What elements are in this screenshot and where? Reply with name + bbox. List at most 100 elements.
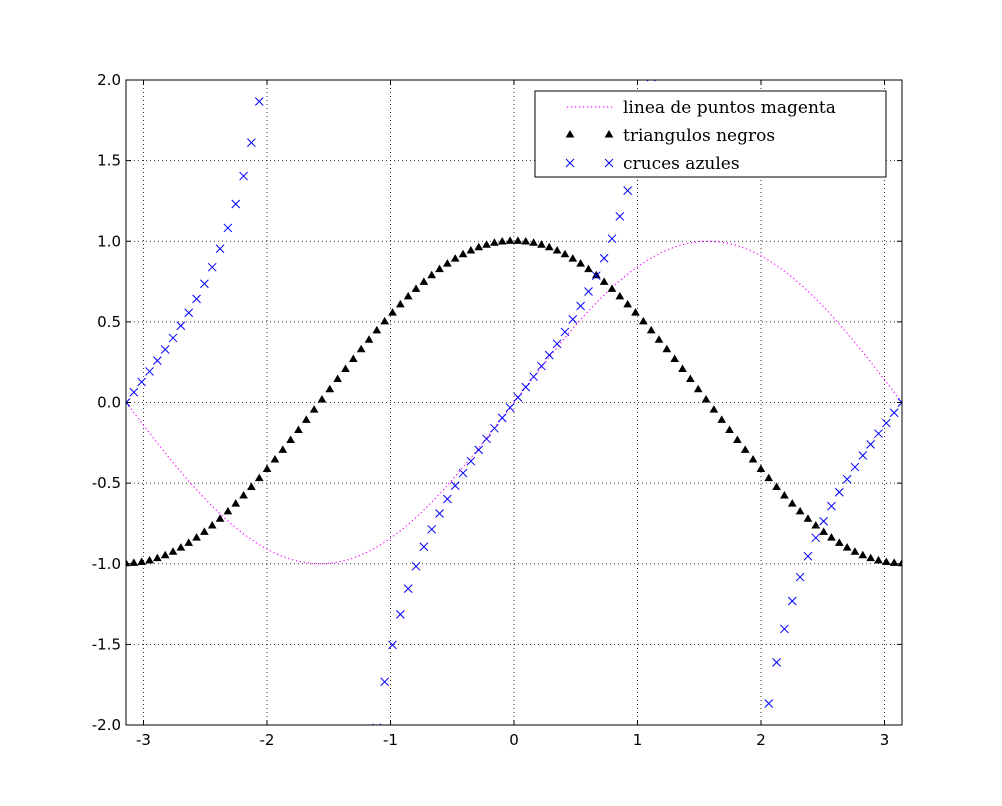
data-point-cross <box>427 524 437 534</box>
data-point-cross <box>497 413 507 423</box>
data-point-cross <box>435 509 444 518</box>
cross-stroke <box>176 321 186 331</box>
data-point-triangle <box>270 455 280 463</box>
data-point-triangle <box>466 245 476 254</box>
cross-stroke <box>866 439 876 449</box>
data-point-cross <box>145 367 154 376</box>
data-point-cross <box>866 439 876 449</box>
cross-stroke <box>411 561 421 571</box>
y-tick-label: -0.5 <box>92 474 121 492</box>
series-layer <box>126 80 902 725</box>
cross-stroke <box>474 445 484 455</box>
data-point-triangle <box>584 264 593 273</box>
data-point-cross <box>529 372 538 382</box>
data-point-triangle <box>780 491 789 499</box>
cross-stroke <box>458 468 468 478</box>
data-point-triangle <box>544 242 554 251</box>
cross-stroke <box>200 279 209 289</box>
cross-stroke <box>497 413 507 423</box>
data-point-cross <box>576 301 585 311</box>
data-point-triangle <box>160 550 170 559</box>
data-point-triangle <box>850 547 860 555</box>
data-point-triangle <box>348 354 358 363</box>
legend-box <box>534 90 887 178</box>
data-point-triangle <box>200 527 209 535</box>
data-point-cross <box>537 361 546 371</box>
cross-stroke <box>889 408 899 418</box>
data-point-triangle <box>795 506 805 515</box>
data-point-cross <box>780 624 789 634</box>
data-point-cross <box>254 97 264 106</box>
data-point-triangle <box>521 236 531 245</box>
y-tick-label: 1.5 <box>97 152 121 170</box>
data-point-triangle <box>380 316 390 325</box>
data-point-cross <box>466 456 476 466</box>
cross-stroke <box>576 301 585 311</box>
cross-stroke <box>145 367 154 376</box>
data-point-cross <box>850 462 860 472</box>
data-point-cross <box>607 234 617 244</box>
data-point-triangle <box>513 236 523 244</box>
data-point-triangle <box>192 533 201 541</box>
data-point-cross <box>599 253 609 263</box>
data-point-cross <box>474 445 484 455</box>
cross-stroke <box>152 356 162 366</box>
data-point-triangle <box>262 464 272 472</box>
data-point-triangle <box>615 291 625 300</box>
data-point-triangle <box>435 264 444 273</box>
cross-stroke <box>897 401 902 407</box>
data-point-cross <box>623 186 633 195</box>
data-point-triangle <box>819 527 828 535</box>
legend-label: triangulos negros <box>623 126 775 146</box>
data-point-cross <box>160 345 170 354</box>
cross-stroke <box>126 401 131 407</box>
data-point-triangle <box>866 553 875 562</box>
cross-stroke <box>435 509 444 518</box>
data-point-triangle <box>576 259 585 267</box>
data-point-cross <box>239 171 248 181</box>
data-point-triangle <box>693 384 703 393</box>
cross-stroke <box>591 271 601 281</box>
data-point-triangle <box>874 555 883 564</box>
cross-stroke <box>787 596 797 606</box>
data-point-cross <box>795 572 805 582</box>
data-point-triangle <box>811 521 821 529</box>
cross-stroke <box>521 382 531 392</box>
data-point-cross <box>858 451 868 460</box>
legend-label: linea de puntos magenta <box>623 98 836 118</box>
x-tick-label: 0 <box>509 731 519 749</box>
legend-entry: linea de puntos magenta <box>567 98 836 118</box>
data-point-triangle <box>787 499 797 507</box>
data-point-cross <box>764 699 774 708</box>
data-point-triangle <box>309 405 319 413</box>
x-tick-label: -2 <box>260 731 275 749</box>
data-point-cross <box>223 223 233 233</box>
cross-stroke <box>842 474 852 484</box>
data-point-triangle <box>482 240 491 248</box>
x-tick-label: -3 <box>136 731 151 749</box>
cross-stroke <box>419 542 429 552</box>
data-point-triangle <box>529 238 538 246</box>
data-point-triangle <box>364 335 374 343</box>
data-point-triangle <box>443 259 452 267</box>
data-point-cross <box>137 377 147 387</box>
data-point-triangle <box>372 325 382 334</box>
cross-stroke <box>874 429 883 438</box>
data-point-triangle <box>505 236 515 244</box>
y-tick-label: -1.0 <box>92 555 121 573</box>
data-point-cross <box>443 494 452 504</box>
cross-stroke <box>544 350 554 360</box>
data-point-triangle <box>591 270 601 279</box>
cross-stroke <box>780 624 789 634</box>
cross-stroke <box>192 294 201 304</box>
data-point-triangle <box>834 538 844 546</box>
cross-stroke <box>254 97 264 106</box>
data-point-cross <box>834 487 844 497</box>
data-point-triangle <box>474 242 484 251</box>
cross-stroke <box>827 501 836 511</box>
data-point-cross <box>787 596 797 606</box>
data-point-cross <box>247 138 256 147</box>
data-point-triangle <box>552 245 562 254</box>
series-sin-line <box>126 240 902 565</box>
cross-stroke <box>443 494 452 504</box>
